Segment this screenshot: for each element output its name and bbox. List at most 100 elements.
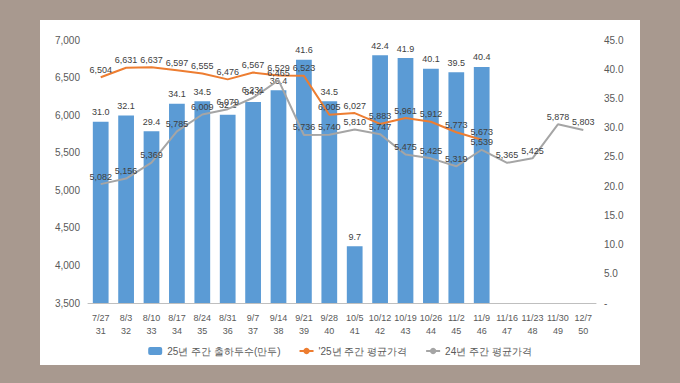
svg-text:9/14: 9/14 xyxy=(270,313,288,323)
svg-text:34.5: 34.5 xyxy=(194,87,212,97)
svg-text:8/31: 8/31 xyxy=(219,313,237,323)
svg-text:6,500: 6,500 xyxy=(55,72,80,83)
svg-text:31: 31 xyxy=(96,326,106,336)
svg-text:3,500: 3,500 xyxy=(55,298,80,309)
svg-text:7,000: 7,000 xyxy=(55,35,80,46)
svg-text:44: 44 xyxy=(426,326,436,336)
svg-text:6,504: 6,504 xyxy=(89,65,112,75)
svg-text:41.9: 41.9 xyxy=(397,44,415,54)
svg-text:-: - xyxy=(604,298,607,309)
svg-text:10/26: 10/26 xyxy=(420,313,443,323)
svg-text:40.0: 40.0 xyxy=(604,64,624,75)
svg-text:6,555: 6,555 xyxy=(191,61,214,71)
svg-text:24년 주간 평균가격: 24년 주간 평균가격 xyxy=(445,346,532,357)
svg-text:45.0: 45.0 xyxy=(604,35,624,46)
svg-text:10/19: 10/19 xyxy=(394,313,417,323)
svg-text:6,000: 6,000 xyxy=(55,110,80,121)
svg-text:31.0: 31.0 xyxy=(92,107,110,117)
svg-text:5,803: 5,803 xyxy=(572,117,595,127)
svg-text:43: 43 xyxy=(400,326,410,336)
svg-text:6,523: 6,523 xyxy=(293,63,316,73)
svg-text:5,539: 5,539 xyxy=(470,137,493,147)
svg-text:29.4: 29.4 xyxy=(143,117,161,127)
svg-text:34.5: 34.5 xyxy=(321,87,339,97)
svg-text:9/21: 9/21 xyxy=(295,313,313,323)
svg-text:5,673: 5,673 xyxy=(470,127,493,137)
svg-text:6,009: 6,009 xyxy=(191,102,214,112)
svg-text:8/24: 8/24 xyxy=(194,313,212,323)
svg-text:39: 39 xyxy=(299,326,309,336)
svg-text:25.0: 25.0 xyxy=(604,151,624,162)
svg-text:5,785: 5,785 xyxy=(166,119,189,129)
svg-text:35: 35 xyxy=(197,326,207,336)
svg-text:45: 45 xyxy=(451,326,461,336)
svg-text:5,000: 5,000 xyxy=(55,185,80,196)
svg-text:20.0: 20.0 xyxy=(604,181,624,192)
svg-text:41: 41 xyxy=(350,326,360,336)
svg-text:41.6: 41.6 xyxy=(295,45,313,55)
svg-text:'25년 주간 평균가격: '25년 주간 평균가격 xyxy=(319,346,408,357)
svg-text:5,319: 5,319 xyxy=(445,154,468,164)
svg-text:40.4: 40.4 xyxy=(473,52,491,62)
svg-text:7/27: 7/27 xyxy=(92,313,110,323)
svg-text:5,425: 5,425 xyxy=(420,146,443,156)
svg-text:5,500: 5,500 xyxy=(55,147,80,158)
svg-text:40.1: 40.1 xyxy=(422,54,440,64)
svg-text:46: 46 xyxy=(477,326,487,336)
svg-text:8/10: 8/10 xyxy=(143,313,161,323)
svg-text:5,773: 5,773 xyxy=(445,120,468,130)
svg-text:48: 48 xyxy=(527,326,537,336)
svg-text:6,476: 6,476 xyxy=(216,67,239,77)
svg-text:10/12: 10/12 xyxy=(369,313,392,323)
svg-text:5,912: 5,912 xyxy=(420,109,443,119)
svg-text:6,005: 6,005 xyxy=(318,102,341,112)
svg-text:10.0: 10.0 xyxy=(604,239,624,250)
svg-text:32.1: 32.1 xyxy=(117,101,135,111)
svg-text:10/5: 10/5 xyxy=(346,313,364,323)
svg-text:49: 49 xyxy=(553,326,563,336)
svg-text:5,810: 5,810 xyxy=(343,117,366,127)
svg-text:11/30: 11/30 xyxy=(547,313,569,323)
svg-text:6,631: 6,631 xyxy=(115,55,138,65)
svg-text:9/7: 9/7 xyxy=(247,313,260,323)
svg-text:5,740: 5,740 xyxy=(318,122,341,132)
svg-text:5.0: 5.0 xyxy=(604,268,618,279)
svg-text:36: 36 xyxy=(223,326,233,336)
svg-text:6,597: 6,597 xyxy=(166,58,189,68)
svg-text:38: 38 xyxy=(273,326,283,336)
svg-text:6,567: 6,567 xyxy=(242,60,265,70)
svg-text:6,465: 6,465 xyxy=(267,68,290,78)
svg-text:5,747: 5,747 xyxy=(369,122,392,132)
svg-text:5,961: 5,961 xyxy=(394,106,417,116)
svg-text:5,082: 5,082 xyxy=(89,172,112,182)
svg-text:5,425: 5,425 xyxy=(521,146,544,156)
svg-text:11/23: 11/23 xyxy=(522,313,544,323)
svg-text:8/3: 8/3 xyxy=(120,313,133,323)
svg-text:5,736: 5,736 xyxy=(293,122,316,132)
svg-text:4,000: 4,000 xyxy=(55,260,80,271)
svg-text:15.0: 15.0 xyxy=(604,210,624,221)
svg-text:5,883: 5,883 xyxy=(369,111,392,121)
svg-text:34.1: 34.1 xyxy=(168,89,186,99)
svg-text:4,500: 4,500 xyxy=(55,222,80,233)
svg-text:5,475: 5,475 xyxy=(394,142,417,152)
svg-text:32: 32 xyxy=(121,326,131,336)
svg-text:34: 34 xyxy=(172,326,182,336)
svg-text:39.5: 39.5 xyxy=(448,58,466,68)
svg-text:5,365: 5,365 xyxy=(496,150,519,160)
svg-text:12/7: 12/7 xyxy=(575,313,593,323)
svg-text:6,079: 6,079 xyxy=(216,97,239,107)
svg-text:37: 37 xyxy=(248,326,258,336)
svg-text:42: 42 xyxy=(375,326,385,336)
svg-text:11/9: 11/9 xyxy=(473,313,490,323)
svg-text:9.7: 9.7 xyxy=(348,232,361,242)
svg-text:11/2: 11/2 xyxy=(448,313,465,323)
svg-text:47: 47 xyxy=(502,326,512,336)
svg-text:50: 50 xyxy=(578,326,588,336)
svg-text:5,156: 5,156 xyxy=(115,166,138,176)
svg-text:5,369: 5,369 xyxy=(140,150,163,160)
svg-text:25년 주간 출하두수(만두): 25년 주간 출하두수(만두) xyxy=(167,346,280,357)
svg-text:35.0: 35.0 xyxy=(604,93,624,104)
svg-text:11/16: 11/16 xyxy=(496,313,518,323)
svg-text:6,231: 6,231 xyxy=(242,85,265,95)
